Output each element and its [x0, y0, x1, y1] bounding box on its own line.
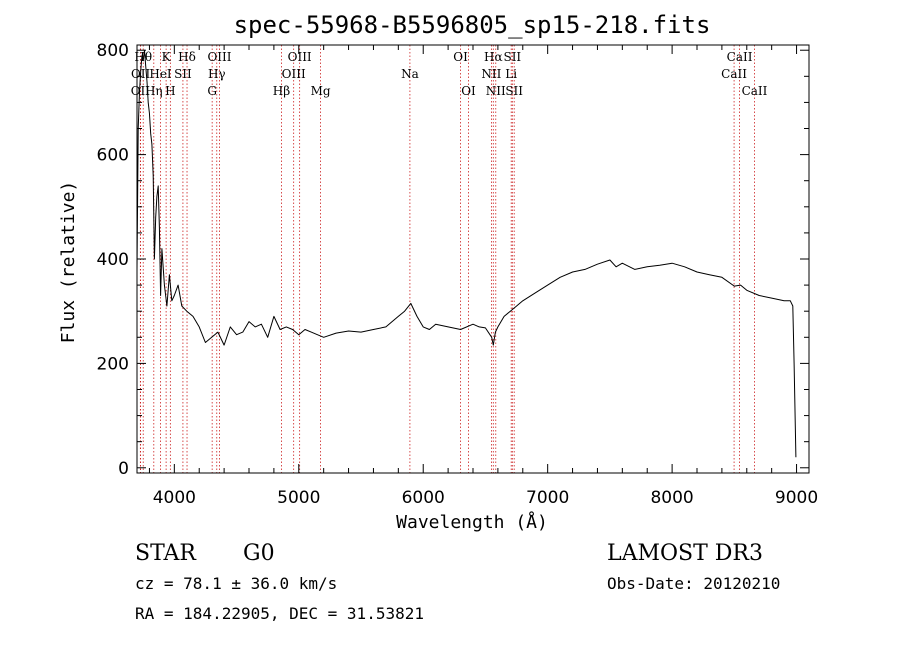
x-tick-label: 7000	[526, 488, 569, 508]
spectral-line-label: OIII	[282, 67, 306, 81]
spectral-line-label: CaII	[727, 50, 753, 64]
redshift-cz: cz = 78.1 ± 36.0 km/s	[135, 574, 337, 593]
spectral-line-label: G	[207, 84, 217, 98]
spectral-line-label: OII	[131, 84, 151, 98]
spectral-line-label: Hγ	[208, 67, 226, 81]
spectral-line-label: SII	[174, 67, 192, 81]
x-tick-label: 5000	[277, 488, 320, 508]
spectral-line-label: Hα	[484, 50, 503, 64]
x-axis-label: Wavelength (Å)	[396, 511, 548, 533]
coordinates: RA = 184.22905, DEC = 31.53821	[135, 604, 424, 623]
spectrum-line	[136, 49, 797, 458]
survey-name: LAMOST DR3	[607, 541, 763, 566]
y-tick-label: 400	[97, 250, 129, 270]
y-tick-label: 800	[97, 41, 129, 61]
spectral-line-label: OI	[461, 84, 476, 98]
spectral-line-label: Hη	[145, 84, 163, 98]
y-tick-label: 200	[97, 354, 129, 374]
y-tick-label: 600	[97, 146, 129, 166]
spectral-line-label: K	[162, 50, 172, 64]
spectral-line-label: Hβ	[273, 84, 290, 98]
chart-title: spec-55968-B5596805_sp15-218.fits	[234, 11, 711, 39]
spectral-line-label: CaII	[721, 67, 747, 81]
observation-date: Obs-Date: 20120210	[607, 574, 780, 593]
spectral-line-label: Na	[401, 67, 419, 81]
x-tick-label: 8000	[650, 488, 693, 508]
spectral-line-label: OI	[453, 50, 468, 64]
spectral-line-label: Hδ	[178, 50, 196, 64]
x-tick-label: 9000	[775, 488, 818, 508]
x-tick-label: 6000	[402, 488, 445, 508]
spectral-line-label: HeI	[149, 67, 172, 81]
y-axis-label: Flux (relative)	[58, 181, 79, 344]
spectral-line-label: NII	[486, 84, 506, 98]
plot-frame	[136, 44, 810, 474]
spectral-line-labels: OIIOIIHθHηHeIKHSIIHδGHγOIIIHβOIIIOIIIMgN…	[131, 50, 768, 98]
x-axis-ticks: 4000 5000 6000 7000 8000 9000	[148, 45, 818, 508]
x-tick-label: 4000	[153, 488, 196, 508]
object-class: STAR	[135, 541, 197, 566]
spectral-line-label: CaII	[742, 84, 768, 98]
spectral-line-label: NII	[481, 67, 501, 81]
spectral-line-label: Mg	[311, 84, 331, 98]
y-tick-label: 0	[118, 459, 129, 479]
spectral-line-label: OIII	[207, 50, 231, 64]
spectrum-series	[136, 49, 797, 458]
spectral-line-label: Li	[505, 67, 517, 81]
spectral-subclass: G0	[243, 541, 275, 566]
spectral-line-label: SII	[505, 84, 523, 98]
spectral-line-label: SII	[503, 50, 521, 64]
spectral-line-markers	[139, 45, 755, 473]
y-axis-ticks: 0 200 400 600 800	[97, 41, 809, 479]
spectral-line-label: OIII	[288, 50, 312, 64]
spectral-line-label: H	[165, 84, 175, 98]
